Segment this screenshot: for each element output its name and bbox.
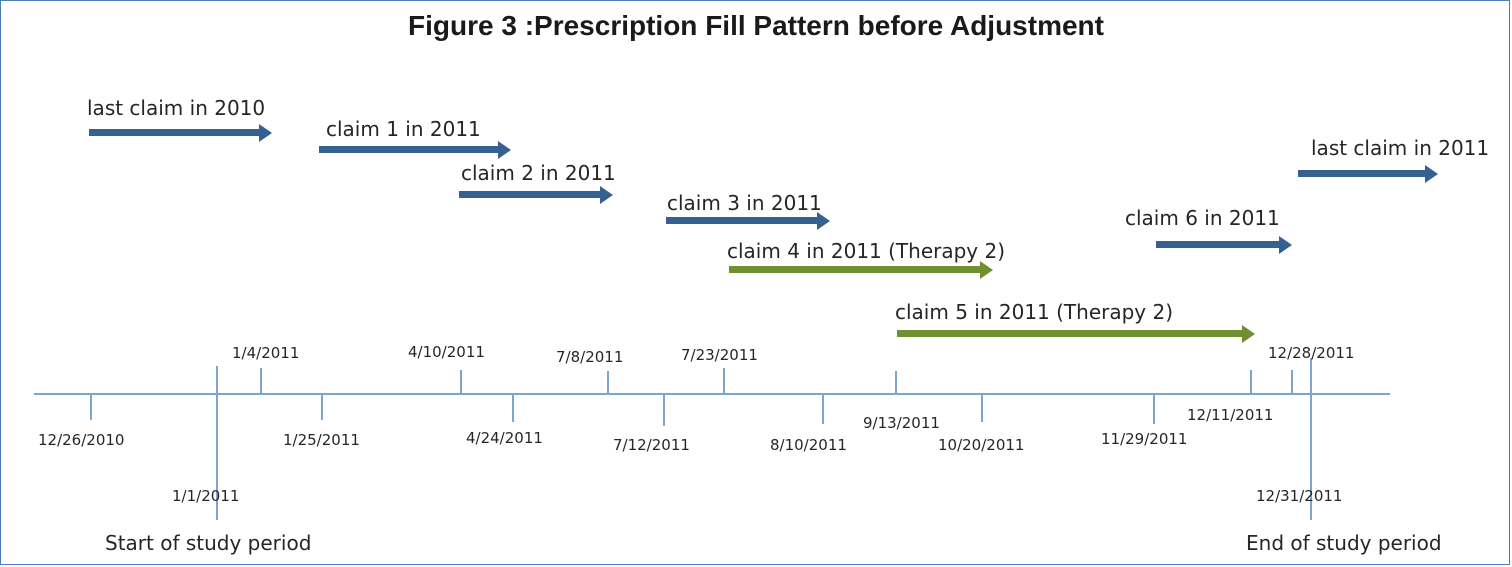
date-label-10-20-2011: 10/20/2011: [938, 436, 1025, 454]
tick-9-13-2011: [895, 371, 897, 394]
date-label-1-1-2011: 1/1/2011: [172, 487, 240, 505]
tick-12-11-2011: [1250, 370, 1252, 394]
date-label-4-24-2011: 4/24/2011: [466, 429, 543, 447]
date-label-7-23-2011: 7/23/2011: [681, 346, 758, 364]
end-of-study-caption: End of study period: [1246, 531, 1442, 555]
claim-label-last-2011: last claim in 2011: [1311, 136, 1490, 160]
claim-arrow-last-2010: [89, 124, 273, 142]
date-label-12-11-2011: 12/11/2011: [1187, 406, 1274, 424]
date-label-9-13-2011: 9/13/2011: [863, 414, 940, 432]
tick-11-29-2011: [1153, 394, 1155, 424]
date-label-12-28-2011: 12/28/2011: [1268, 344, 1355, 362]
tick-4-24-2011: [512, 394, 514, 422]
tick-4-10-2011: [460, 370, 462, 394]
claim-label-last-2010: last claim in 2010: [87, 96, 266, 120]
start-of-study-line: [216, 366, 218, 520]
date-label-1-25-2011: 1/25/2011: [283, 431, 360, 449]
tick-7-12-2011: [663, 394, 665, 426]
tick-12-28-2011: [1291, 370, 1293, 394]
claim-arrow-last-2011: [1298, 165, 1439, 183]
date-label-7-12-2011: 7/12/2011: [613, 436, 690, 454]
date-label-12-26-2010: 12/26/2010: [38, 431, 125, 449]
date-label-4-10-2011: 4/10/2011: [408, 343, 485, 361]
claim-label-1: claim 1 in 2011: [326, 117, 481, 141]
claim-label-6: claim 6 in 2011: [1125, 206, 1280, 230]
claim-label-2: claim 2 in 2011: [461, 161, 616, 185]
claim-arrow-4: [729, 261, 994, 279]
claim-label-4: claim 4 in 2011 (Therapy 2): [727, 239, 1006, 263]
claim-arrow-6: [1156, 236, 1293, 254]
date-label-12-31-2011: 12/31/2011: [1256, 487, 1343, 505]
tick-8-10-2011: [822, 394, 824, 424]
claim-arrow-5: [897, 325, 1256, 343]
timeline-axis: [34, 393, 1390, 395]
date-label-1-4-2011: 1/4/2011: [232, 344, 300, 362]
tick-7-8-2011: [607, 371, 609, 394]
claim-arrow-1: [319, 141, 512, 159]
claim-label-3: claim 3 in 2011: [667, 191, 822, 215]
tick-1-25-2011: [321, 394, 323, 420]
tick-12-26-2010: [90, 394, 92, 420]
date-label-7-8-2011: 7/8/2011: [556, 348, 624, 366]
end-of-study-line: [1310, 358, 1312, 520]
date-label-11-29-2011: 11/29/2011: [1101, 430, 1188, 448]
claim-arrow-2: [459, 186, 614, 204]
tick-1-4-2011: [260, 368, 262, 394]
tick-7-23-2011: [723, 368, 725, 394]
start-of-study-caption: Start of study period: [105, 531, 312, 555]
date-label-8-10-2011: 8/10/2011: [770, 436, 847, 454]
claim-label-5: claim 5 in 2011 (Therapy 2): [895, 300, 1174, 324]
figure-title: Figure 3 :Prescription Fill Pattern befo…: [408, 10, 1104, 41]
tick-10-20-2011: [981, 394, 983, 422]
claim-arrow-3: [666, 212, 831, 230]
